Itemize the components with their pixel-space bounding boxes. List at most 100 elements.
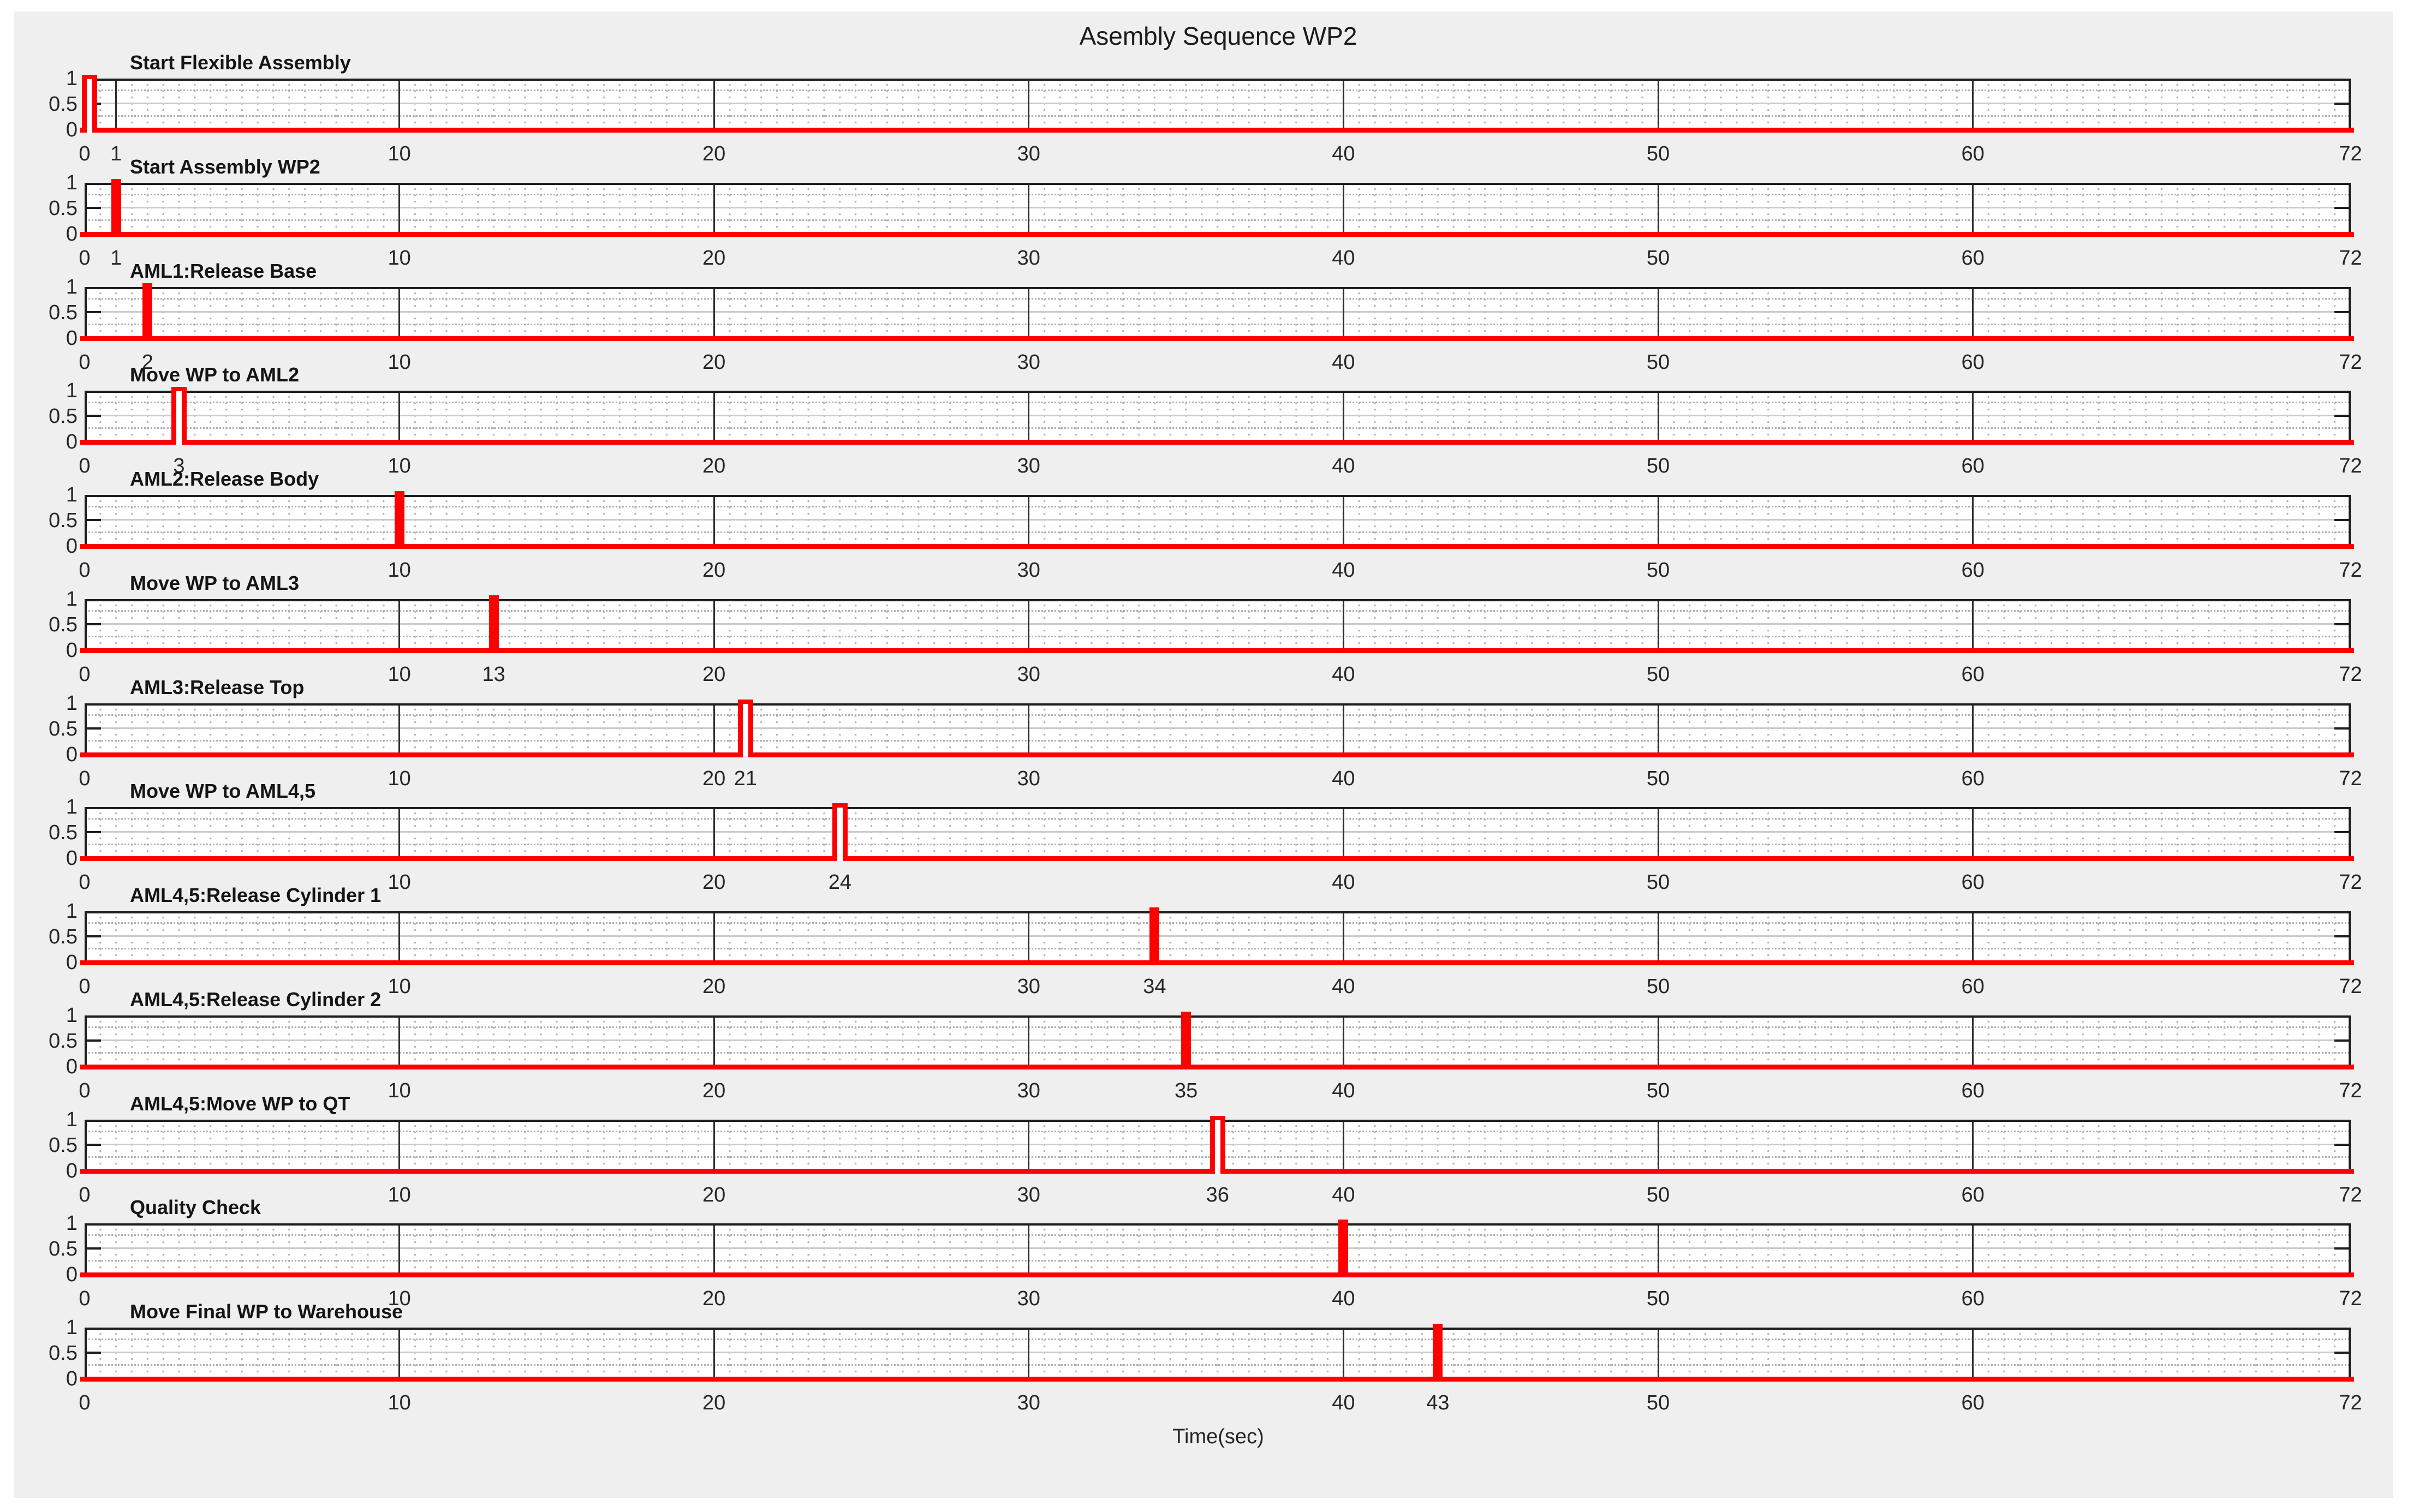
y-tick-mark-right — [2334, 831, 2349, 833]
plot-box — [80, 1116, 2354, 1174]
x-tick-label: 0 — [79, 455, 91, 477]
signal-baseline — [80, 440, 2354, 445]
chart-title: Asembly Sequence WP2 — [1079, 22, 1357, 50]
y-tick-label: 1 — [65, 1108, 78, 1131]
y-tick-mark-left — [87, 831, 101, 833]
major-gridline — [398, 1015, 401, 1067]
x-tick-label: 20 — [702, 559, 726, 582]
axis-box-border — [85, 1328, 2351, 1379]
minor-gridline-lower — [86, 219, 2350, 221]
x-tick-label: 10 — [388, 455, 411, 477]
x-tick-label: 40 — [1332, 559, 1355, 582]
major-gridline — [713, 807, 715, 858]
major-gridline — [713, 911, 715, 963]
y-tick-label: 0.5 — [49, 93, 78, 116]
y-tick-label: 0 — [65, 1055, 78, 1078]
subplot-title: AML4,5:Move WP to QT — [130, 1092, 350, 1115]
axis-box-border — [85, 183, 2351, 234]
x-tick-label: 40 — [1332, 767, 1355, 790]
y-tick-label: 1 — [65, 67, 78, 90]
y-tick-mark-left — [87, 1144, 101, 1146]
x-axis-label: Time(sec) — [1172, 1425, 1264, 1448]
x-tick-label: 20 — [702, 1184, 726, 1206]
half-gridline — [85, 831, 2351, 833]
major-gridline — [398, 1328, 401, 1379]
y-tick-mark-left — [87, 1039, 101, 1042]
y-tick-mark-left — [87, 1352, 101, 1354]
major-gridline — [1657, 1015, 1659, 1067]
half-gridline — [85, 311, 2351, 313]
plot-box — [80, 1324, 2354, 1382]
x-tick-label: 72 — [2339, 1391, 2362, 1414]
x-tick-label: 60 — [1961, 871, 1985, 894]
major-gridline — [1028, 1328, 1030, 1379]
y-tick-label: 1 — [65, 483, 78, 506]
major-gridline — [713, 287, 715, 338]
major-gridline — [1028, 287, 1030, 338]
subplot-title: AML4,5:Release Cylinder 1 — [130, 884, 382, 906]
half-gridline — [85, 415, 2351, 416]
x-tick-label: 10 — [388, 559, 411, 582]
major-gridline — [115, 79, 117, 130]
major-gridline — [1657, 1328, 1659, 1379]
subplot-title: Start Flexible Assembly — [130, 51, 351, 74]
x-tick-label: 20 — [702, 871, 726, 894]
minor-gridline-lower — [86, 427, 2350, 429]
subplot-title: Start Assembly WP2 — [130, 156, 320, 178]
major-gridline — [1028, 183, 1030, 234]
x-tick-label: 30 — [1017, 663, 1040, 686]
signal-baseline — [80, 544, 2354, 549]
x-tick-label: 40 — [1332, 455, 1355, 477]
y-tick-mark-left — [87, 415, 101, 417]
major-gridline — [1028, 1015, 1030, 1067]
major-gridline — [1342, 79, 1344, 130]
major-gridline — [1972, 599, 1974, 650]
major-gridline — [713, 1328, 715, 1379]
major-gridline — [1972, 1223, 1974, 1275]
signal-baseline — [80, 1272, 2354, 1277]
half-gridline — [85, 519, 2351, 521]
major-gridline — [713, 599, 715, 650]
x-tick-label: 24 — [828, 871, 851, 894]
minor-gridline-upper — [86, 89, 2350, 91]
major-gridline — [398, 79, 401, 130]
plot-box — [80, 387, 2354, 445]
x-tick-label: 20 — [702, 767, 726, 790]
x-tick-label: 10 — [388, 1391, 411, 1414]
x-tick-label: 43 — [1426, 1391, 1450, 1414]
x-tick-label: 72 — [2339, 1287, 2362, 1310]
major-gridline — [713, 495, 715, 546]
y-tick-mark-left — [87, 207, 101, 209]
axis-box-border — [85, 911, 2351, 963]
x-tick-label: 20 — [702, 663, 726, 686]
minor-gridline-upper — [86, 506, 2350, 507]
major-gridline — [713, 1015, 715, 1067]
x-tick-label: 60 — [1961, 247, 1985, 270]
y-tick-label: 0 — [65, 1367, 78, 1390]
y-tick-label: 0 — [65, 639, 78, 662]
x-tick-label: 0 — [79, 559, 91, 582]
pulse-core — [742, 704, 748, 757]
pulse-marker — [737, 700, 753, 757]
x-tick-label: 50 — [1646, 1079, 1670, 1102]
y-tick-mark-left — [87, 623, 101, 625]
subplot-title: AML1:Release Base — [130, 260, 317, 282]
x-tick-label: 60 — [1961, 351, 1985, 374]
y-tick-mark-right — [2334, 623, 2349, 625]
x-tick-label: 50 — [1646, 1184, 1670, 1206]
y-tick-label: 0 — [65, 951, 78, 974]
x-tick-label: 40 — [1332, 247, 1355, 270]
plot-box — [80, 907, 2354, 965]
y-tick-mark-right — [2334, 1247, 2349, 1250]
major-gridline — [1028, 495, 1030, 546]
y-tick-label: 0.5 — [49, 821, 78, 844]
x-tick-label: 0 — [79, 767, 91, 790]
subplot-title: AML4,5:Release Cylinder 2 — [130, 988, 382, 1011]
axis-box-border — [85, 495, 2351, 546]
x-tick-label: 10 — [388, 975, 411, 998]
x-tick-label: 72 — [2339, 142, 2362, 165]
x-tick-label: 50 — [1646, 455, 1670, 477]
x-tick-label: 2 — [141, 351, 153, 374]
x-tick-label: 20 — [702, 455, 726, 477]
major-gridline — [1972, 287, 1974, 338]
